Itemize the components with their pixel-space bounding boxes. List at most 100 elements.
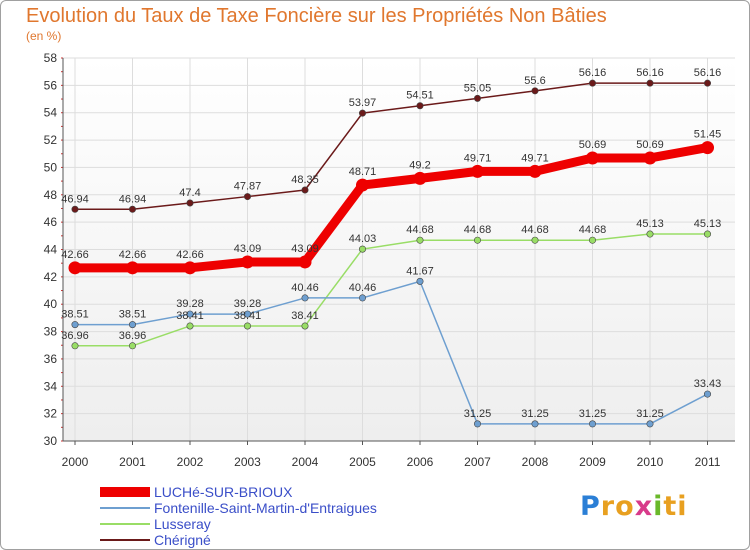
y-tick-label: 50 [44,160,58,174]
y-tick-label: 34 [44,379,58,393]
data-point-ch-rign- [244,193,252,201]
data-point-fontenille-saint-martin-d-entraigues [473,420,481,428]
data-label-luch-sur-brioux: 49.2 [409,159,430,171]
data-label-ch-rign-: 55.6 [524,75,545,87]
logo-letter: x [634,491,654,522]
legend-swatch-lusseray [100,523,150,525]
data-point-lusseray [186,322,194,330]
data-label-luch-sur-brioux: 51.45 [694,129,722,141]
data-label-luch-sur-brioux: 49.71 [464,152,492,164]
data-point-fontenille-saint-martin-d-entraigues [129,321,137,329]
data-point-ch-rign- [301,186,309,194]
data-point-lusseray [646,230,654,238]
data-label-lusseray: 44.68 [579,224,607,236]
data-label-ch-rign-: 53.97 [349,97,377,109]
data-label-fontenille-saint-martin-d-entraigues: 40.46 [291,282,319,294]
logo-letter: t [663,491,678,522]
data-point-ch-rign- [416,102,424,110]
x-tick-label: 2003 [234,455,261,469]
legend-swatch-luche [100,487,150,497]
data-point-ch-rign- [588,79,596,87]
data-label-lusseray: 36.96 [61,330,89,342]
data-point-luch-sur-brioux [126,261,139,275]
data-label-luch-sur-brioux: 43.09 [291,243,319,255]
data-label-fontenille-saint-martin-d-entraigues: 39.28 [234,298,262,310]
data-label-luch-sur-brioux: 43.09 [234,243,262,255]
x-tick-label: 2005 [349,455,376,469]
legend-item-luche: LUCHé-SUR-BRIOUX [100,484,377,500]
data-label-ch-rign-: 56.16 [694,67,722,79]
data-label-lusseray: 36.96 [119,330,147,342]
y-tick-label: 30 [44,434,58,448]
logo-letter: P [580,491,601,522]
data-label-fontenille-saint-martin-d-entraigues: 40.46 [349,282,377,294]
data-point-ch-rign- [703,79,711,87]
data-point-ch-rign- [646,79,654,87]
data-label-fontenille-saint-martin-d-entraigues: 31.25 [464,408,492,420]
data-label-lusseray: 44.68 [406,224,434,236]
legend-label-luche: LUCHé-SUR-BRIOUX [154,484,293,500]
data-point-lusseray [531,236,539,244]
x-tick-label: 2008 [522,455,549,469]
data-point-luch-sur-brioux [298,255,312,269]
data-point-fontenille-saint-martin-d-entraigues [588,420,596,428]
data-point-lusseray [301,322,309,330]
data-point-lusseray [71,342,79,350]
data-point-fontenille-saint-martin-d-entraigues [244,310,252,318]
data-label-fontenille-saint-martin-d-entraigues: 38.51 [119,309,147,321]
data-label-ch-rign-: 56.16 [636,67,664,79]
data-point-fontenille-saint-martin-d-entraigues [186,310,194,318]
series-line-luch-sur-brioux [70,143,712,273]
data-point-luch-sur-brioux [241,255,254,269]
data-point-fontenille-saint-martin-d-entraigues [71,321,79,329]
y-tick-label: 48 [44,188,58,202]
data-point-luch-sur-brioux [701,141,714,155]
data-label-fontenille-saint-martin-d-entraigues: 31.25 [579,408,607,420]
data-label-fontenille-saint-martin-d-entraigues: 33.43 [694,378,722,390]
series-line-fontenille-saint-martin-d-entraigues [74,280,709,425]
data-point-luch-sur-brioux [413,171,427,185]
data-label-ch-rign-: 48.35 [291,174,319,186]
data-point-ch-rign- [531,87,539,95]
legend-item-cherigne: Chérigné [100,532,377,548]
y-tick-label: 58 [44,51,58,65]
x-tick-label: 2006 [407,455,434,469]
x-tick-label: 2010 [637,455,664,469]
data-point-fontenille-saint-martin-d-entraigues [703,390,711,398]
data-point-ch-rign- [129,205,137,213]
x-tick-label: 2001 [119,455,146,469]
data-label-ch-rign-: 46.94 [119,193,147,205]
data-label-fontenille-saint-martin-d-entraigues: 41.67 [406,265,434,277]
data-point-lusseray [588,236,596,244]
data-point-luch-sur-brioux [183,261,197,275]
chart-title: Evolution du Taux de Taxe Foncière sur l… [26,5,607,27]
y-tick-label: 42 [44,270,58,284]
data-point-lusseray [358,245,366,253]
data-point-luch-sur-brioux [528,164,542,178]
data-label-ch-rign-: 47.4 [179,187,200,199]
data-label-luch-sur-brioux: 48.71 [349,166,377,178]
data-point-fontenille-saint-martin-d-entraigues [358,294,366,302]
legend-item-fontenille: Fontenille-Saint-Martin-d'Entraigues [100,500,377,516]
data-point-fontenille-saint-martin-d-entraigues [301,294,309,302]
data-point-luch-sur-brioux [643,151,657,165]
logo-letter: i [653,491,664,522]
y-tick-label: 32 [44,407,58,421]
y-tick-label: 46 [44,215,58,229]
data-label-luch-sur-brioux: 50.69 [579,139,607,151]
data-label-lusseray: 45.13 [694,218,722,230]
data-point-luch-sur-brioux [586,151,599,165]
data-point-lusseray [416,236,424,244]
data-label-luch-sur-brioux: 42.66 [61,249,89,261]
x-tick-label: 2004 [292,455,319,469]
data-point-ch-rign- [186,199,194,207]
data-point-lusseray [129,342,137,350]
data-point-ch-rign- [473,94,481,102]
data-label-fontenille-saint-martin-d-entraigues: 39.28 [176,298,204,310]
y-tick-label: 52 [44,133,58,147]
y-tick-label: 44 [44,243,58,257]
series-line-lusseray [74,233,709,347]
y-tick-label: 40 [44,297,58,311]
data-label-luch-sur-brioux: 50.69 [636,139,664,151]
